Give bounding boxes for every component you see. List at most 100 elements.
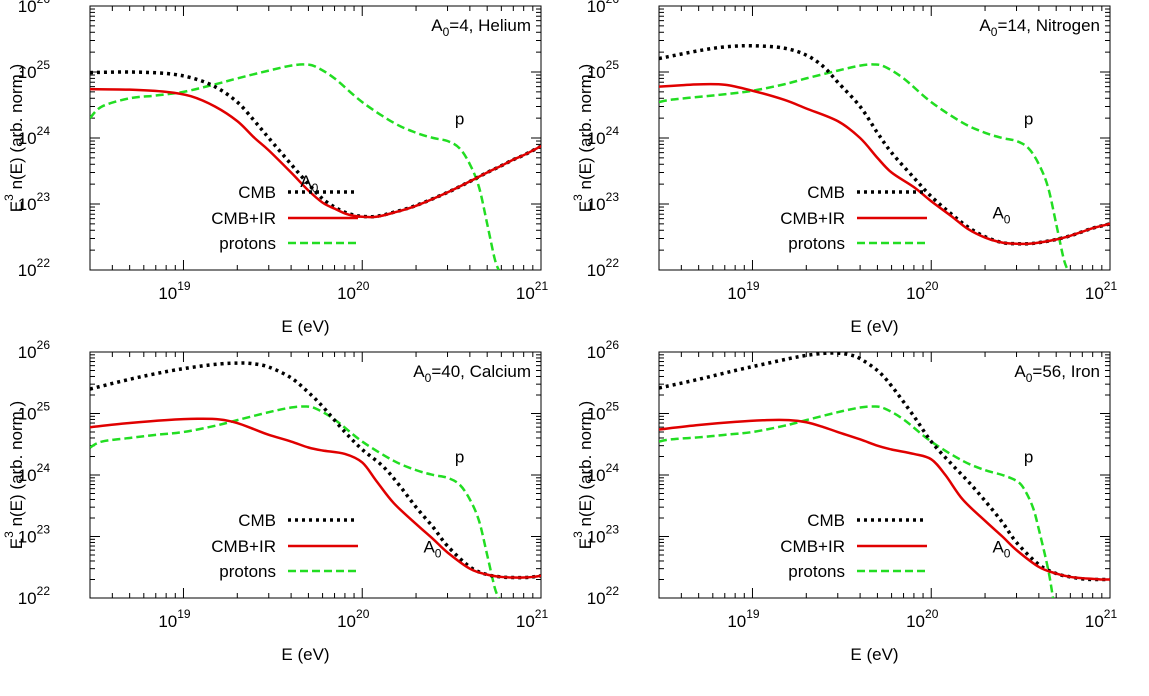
- ticks: [659, 5, 1111, 271]
- x-tick-base: 10: [727, 612, 746, 631]
- y-tick-exponent: 26: [606, 338, 620, 352]
- annotation-p: p: [1024, 447, 1033, 466]
- y-tick-exponent: 26: [606, 0, 620, 6]
- x-tick-base: 10: [906, 612, 925, 631]
- y-tick-exponent: 25: [606, 58, 620, 72]
- title-subscript: 0: [991, 25, 998, 39]
- y-tick-base: 10: [18, 195, 37, 214]
- y-label-E: E: [576, 538, 595, 549]
- y-tick-base: 10: [587, 405, 606, 424]
- x-tick-label: 1021: [516, 279, 549, 303]
- annotation-subscript: 0: [1004, 213, 1011, 227]
- y-tick-label: 1025: [18, 58, 51, 82]
- y-tick-exponent: 23: [606, 523, 620, 537]
- y-tick-base: 10: [587, 261, 606, 280]
- x-tick-label: 1019: [727, 279, 760, 303]
- y-label-exponent: 3: [571, 531, 585, 538]
- y-tick-exponent: 24: [606, 461, 620, 475]
- y-tick-base: 10: [18, 0, 37, 16]
- x-tick-exponent: 21: [535, 607, 549, 621]
- x-tick-label: 1020: [337, 607, 370, 631]
- plot-frame: [89, 5, 542, 271]
- y-tick-exponent: 25: [37, 400, 51, 414]
- legend: CMB CMB+IR protons: [211, 511, 358, 581]
- series-protons-line: [659, 63, 1069, 270]
- y-label-E: E: [7, 201, 26, 212]
- y-tick-exponent: 23: [37, 523, 51, 537]
- legend-label: CMB: [807, 183, 845, 202]
- x-tick-base: 10: [337, 284, 356, 303]
- x-tick-label: 1021: [1085, 607, 1118, 631]
- y-tick-label: 1025: [587, 400, 620, 424]
- legend-label: protons: [788, 234, 845, 253]
- x-axis-label: E (eV): [281, 645, 329, 664]
- x-tick-base: 10: [337, 612, 356, 631]
- legend: CMB CMB+IR protons: [211, 183, 358, 253]
- x-tick-exponent: 21: [1104, 607, 1118, 621]
- y-tick-exponent: 23: [37, 190, 51, 204]
- y-tick-base: 10: [587, 466, 606, 485]
- series-group: [659, 43, 1110, 270]
- y-tick-base: 10: [587, 63, 606, 82]
- x-tick-base: 10: [516, 612, 535, 631]
- y-axis-label: E3 n(E) (arb. norm.): [571, 64, 595, 212]
- y-tick-base: 10: [18, 466, 37, 485]
- legend-label: CMB+IR: [780, 537, 845, 556]
- annotation-text: p: [455, 447, 464, 466]
- y-tick-exponent: 25: [37, 58, 51, 72]
- y-tick-base: 10: [18, 343, 37, 362]
- y-tick-label: 1025: [18, 400, 51, 424]
- y-tick-label: 1024: [18, 124, 51, 148]
- x-axis-label: E (eV): [281, 317, 329, 336]
- x-tick-base: 10: [727, 284, 746, 303]
- annotation-p: p: [455, 447, 464, 466]
- series-group: [90, 361, 541, 598]
- title-subscript: 0: [425, 371, 432, 385]
- panel-title: A0=56, Iron: [1014, 362, 1100, 385]
- y-tick-exponent: 22: [37, 584, 51, 598]
- y-tick-label: 1024: [587, 124, 620, 148]
- y-tick-base: 10: [587, 129, 606, 148]
- x-tick-base: 10: [158, 284, 177, 303]
- title-A: A: [979, 16, 991, 35]
- ticks: [90, 351, 542, 599]
- x-tick-label: 1021: [516, 607, 549, 631]
- x-tick-exponent: 19: [177, 607, 191, 621]
- y-label-exponent: 3: [2, 194, 16, 201]
- x-tick-exponent: 19: [177, 279, 191, 293]
- annotation-a0: A0: [300, 172, 318, 195]
- annotation-text: p: [1024, 110, 1033, 129]
- series-cmb-line: [659, 43, 1110, 246]
- annotation-text: A: [992, 537, 1004, 556]
- series-cmb-plus-ir-line: [659, 418, 1110, 581]
- y-tick-exponent: 23: [606, 190, 620, 204]
- legend-label: protons: [788, 562, 845, 581]
- y-tick-label: 1022: [18, 584, 51, 608]
- series-group: [659, 352, 1110, 598]
- x-tick-exponent: 21: [1104, 279, 1118, 293]
- annotation-text: A: [992, 204, 1004, 223]
- panel-title: A0=40, Calcium: [413, 362, 531, 385]
- y-axis-label: E3 n(E) (arb. norm.): [2, 401, 26, 549]
- y-tick-label: 1025: [587, 58, 620, 82]
- y-tick-base: 10: [18, 63, 37, 82]
- annotation-text: p: [1024, 447, 1033, 466]
- annotation-a0: A0: [992, 537, 1010, 560]
- annotation-subscript: 0: [435, 546, 442, 560]
- y-tick-label: 1023: [18, 190, 51, 214]
- y-tick-base: 10: [587, 195, 606, 214]
- legend: CMB CMB+IR protons: [780, 511, 927, 581]
- legend-label: CMB+IR: [780, 209, 845, 228]
- annotation-text: p: [455, 110, 464, 129]
- x-tick-exponent: 20: [925, 607, 939, 621]
- ticks: [659, 351, 1111, 599]
- y-tick-exponent: 22: [606, 584, 620, 598]
- series-group: [90, 63, 541, 270]
- y-tick-label: 1026: [587, 0, 620, 16]
- y-tick-label: 1026: [587, 338, 620, 362]
- y-tick-label: 1024: [587, 461, 620, 485]
- title-rest: =4, Helium: [449, 16, 531, 35]
- x-tick-base: 10: [1085, 612, 1104, 631]
